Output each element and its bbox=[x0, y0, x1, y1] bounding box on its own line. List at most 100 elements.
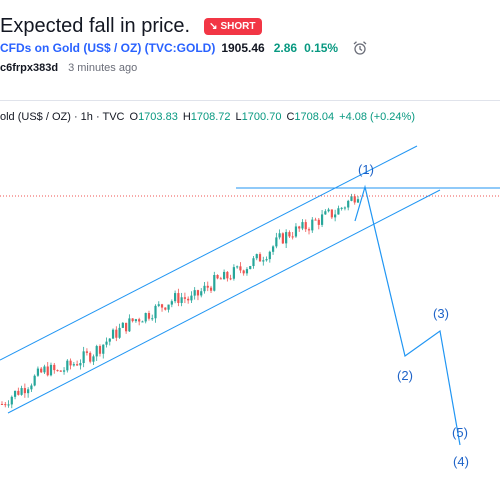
candle-body bbox=[291, 236, 294, 238]
candle-body bbox=[340, 207, 343, 209]
candle-body bbox=[193, 290, 196, 296]
candle-body bbox=[174, 293, 177, 302]
candle-body bbox=[27, 389, 30, 394]
idea-title: Expected fall in price. bbox=[0, 14, 191, 37]
candle-body bbox=[131, 318, 134, 322]
candle-body bbox=[115, 329, 118, 338]
legend-high-value: 1708.72 bbox=[190, 111, 231, 123]
candle-body bbox=[265, 259, 268, 261]
symbol-row: CFDs on Gold (US$ / OZ) (TVC:GOLD) 1905.… bbox=[0, 39, 368, 57]
author-row: c6frpx383d 3 minutes ago bbox=[0, 60, 137, 76]
candle-body bbox=[151, 318, 154, 320]
candle-body bbox=[304, 222, 307, 230]
candle-body bbox=[17, 390, 20, 395]
candle-body bbox=[275, 237, 278, 247]
legend-close: C1708.04 bbox=[286, 111, 335, 123]
legend-high: H1708.72 bbox=[182, 111, 231, 123]
candle-body bbox=[278, 233, 281, 238]
candle-body bbox=[356, 199, 360, 203]
candle-body bbox=[242, 270, 245, 274]
candle-body bbox=[239, 266, 242, 271]
candle-body bbox=[301, 222, 304, 229]
short-badge[interactable]: ↘ SHORT bbox=[204, 17, 262, 35]
candle-body bbox=[353, 196, 356, 203]
candle-body bbox=[222, 271, 226, 280]
legend-symbol: old (US$ / OZ) · 1h · TVC bbox=[0, 111, 125, 123]
candle-body bbox=[138, 319, 141, 322]
candle-body bbox=[229, 278, 232, 280]
wave-projection-path bbox=[354, 184, 461, 446]
header-divider bbox=[0, 100, 500, 101]
candle-body bbox=[200, 291, 203, 296]
wave-label-2: (2) bbox=[397, 368, 413, 383]
candle-body bbox=[167, 304, 170, 310]
candle-body bbox=[160, 304, 164, 308]
wave-labels-group: (1) (2) (3) (4) (5) bbox=[358, 162, 469, 469]
candle-body bbox=[125, 322, 128, 332]
candle-body bbox=[49, 364, 53, 376]
channel-lower-line bbox=[7, 189, 441, 414]
symbol-change-percent: 0.15% bbox=[304, 41, 339, 55]
candle-body bbox=[206, 285, 209, 288]
candle-body bbox=[307, 229, 311, 231]
candle-body bbox=[92, 356, 95, 362]
candle-body bbox=[271, 246, 275, 252]
candle-body bbox=[23, 388, 26, 394]
candle-body bbox=[121, 322, 124, 328]
candle-body bbox=[324, 211, 327, 215]
candle-body bbox=[62, 370, 66, 372]
candle-body bbox=[334, 214, 337, 218]
candle-body bbox=[245, 269, 249, 274]
candle-body bbox=[66, 360, 69, 371]
candle-body bbox=[69, 360, 72, 366]
legend-open: O1703.83 bbox=[129, 111, 178, 123]
candle-body bbox=[141, 321, 144, 323]
candle-body bbox=[43, 366, 46, 373]
candle-body bbox=[82, 351, 85, 364]
candle-body bbox=[180, 297, 183, 303]
candle-body bbox=[347, 200, 350, 208]
candle-body bbox=[30, 385, 33, 390]
candle-body bbox=[320, 214, 324, 225]
candle-body bbox=[46, 366, 49, 376]
candle-body bbox=[7, 404, 10, 406]
candle-body bbox=[36, 368, 40, 376]
legend-close-value: 1708.04 bbox=[294, 111, 335, 123]
symbol-link[interactable]: CFDs on Gold (US$ / OZ) (TVC:GOLD) bbox=[0, 41, 216, 55]
candle-body bbox=[285, 232, 288, 244]
candle-body bbox=[76, 364, 79, 366]
title-row: Expected fall in price. ↘ SHORT bbox=[0, 12, 262, 40]
channel-drawing bbox=[0, 145, 500, 414]
candle-body bbox=[196, 290, 200, 296]
candle-body bbox=[232, 267, 235, 279]
candle-body bbox=[258, 254, 262, 262]
candle-body bbox=[59, 370, 62, 372]
candle-body bbox=[4, 404, 7, 406]
candle-body bbox=[262, 260, 265, 262]
candle-body bbox=[327, 209, 330, 212]
candle-body bbox=[337, 208, 340, 215]
candle-body bbox=[343, 207, 347, 209]
author-name[interactable]: c6frpx383d bbox=[0, 62, 59, 74]
candle-body bbox=[187, 298, 190, 301]
candle-body bbox=[53, 364, 56, 371]
candles-group bbox=[0, 193, 360, 409]
candle-body bbox=[350, 196, 353, 201]
candle-body bbox=[10, 396, 13, 405]
candle-body bbox=[20, 388, 23, 395]
badge-label: SHORT bbox=[220, 20, 256, 32]
alarm-clock-icon[interactable] bbox=[352, 40, 368, 56]
candle-body bbox=[0, 404, 4, 405]
candle-body bbox=[95, 346, 98, 357]
symbol-price: 1905.46 bbox=[221, 41, 265, 55]
candle-body bbox=[108, 338, 111, 342]
legend-low: L1700.70 bbox=[235, 111, 282, 123]
candle-body bbox=[118, 327, 121, 338]
candle-body bbox=[183, 297, 186, 299]
candle-body bbox=[157, 304, 160, 306]
candle-body bbox=[216, 275, 219, 279]
candle-body bbox=[89, 352, 92, 362]
candle-body bbox=[317, 219, 320, 225]
candle-body bbox=[281, 233, 284, 244]
